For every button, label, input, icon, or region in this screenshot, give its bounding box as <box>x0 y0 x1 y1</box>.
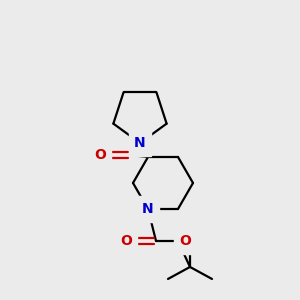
Text: N: N <box>142 202 154 216</box>
Text: O: O <box>179 234 191 248</box>
Text: N: N <box>134 136 146 150</box>
Text: O: O <box>94 148 106 162</box>
Text: O: O <box>120 234 132 248</box>
